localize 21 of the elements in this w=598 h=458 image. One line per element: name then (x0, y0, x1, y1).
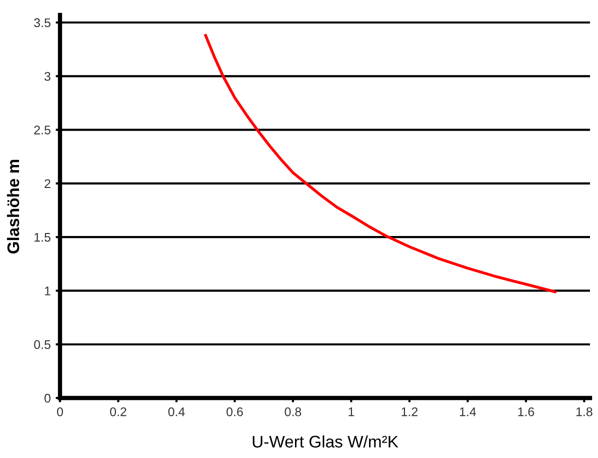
x-tick-label: 0.6 (226, 407, 243, 416)
x-tick-label: 1.2 (402, 407, 418, 416)
x-tick-label: 1 (348, 407, 354, 416)
y-tick-label: 2.5 (34, 126, 50, 134)
y-axis-title: Glashöhe m (6, 160, 20, 254)
x-tick-label: 1.8 (576, 407, 592, 416)
y-tick-label: 1 (44, 286, 50, 296)
y-tick-label: 2 (44, 179, 50, 188)
x-axis-title: U-Wert Glas W/m²K (252, 435, 398, 448)
y-tick-label: 1.5 (34, 233, 50, 242)
y-tick-label: 3 (44, 72, 50, 81)
x-tick-label: 1.4 (460, 407, 476, 416)
x-tick-label: 0 (57, 407, 63, 416)
y-tick-label: 0.5 (34, 340, 50, 350)
x-tick-label: 1.6 (518, 407, 534, 416)
y-tick-label: 0 (44, 394, 50, 403)
x-tick-label: 0.8 (284, 407, 302, 416)
x-tick-label: 0.2 (110, 407, 126, 416)
line-series (204, 34, 556, 294)
y-tick-label: 3.5 (34, 18, 50, 28)
x-tick-label: 0.4 (168, 407, 185, 416)
